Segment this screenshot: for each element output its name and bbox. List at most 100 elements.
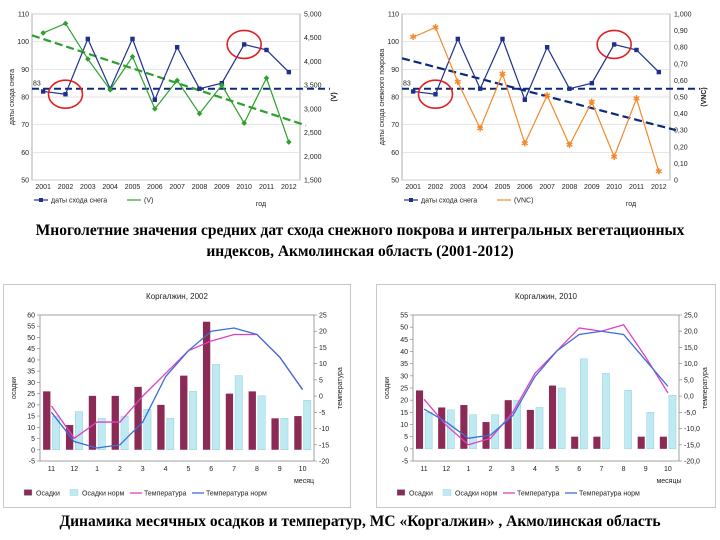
y2-tick-label: 15 (319, 345, 327, 352)
data-point (174, 45, 180, 50)
data-point: ✱ (454, 78, 462, 88)
data-point: ✱ (543, 91, 551, 101)
legend-swatch (396, 489, 406, 496)
x-tick-label: 4 (533, 466, 537, 473)
precip-temp-2002-chart: Коргалжин, 2002-505101520253035404550556… (11, 292, 344, 498)
y2-tick-label: 0,60 (674, 78, 688, 85)
data-point (544, 45, 550, 50)
x-tick-label: 2 (489, 466, 493, 473)
data-point (62, 20, 69, 27)
x-tick-label: 2012 (651, 184, 667, 191)
highlight-circle (226, 29, 262, 60)
y-tick-label: -5 (29, 459, 35, 466)
data-point (264, 47, 269, 53)
data-point (152, 106, 158, 112)
x-axis-title: год (626, 201, 636, 208)
precip-bar (548, 385, 557, 449)
y-tick-label: 100 (17, 39, 29, 46)
y-tick-label: 60 (21, 150, 29, 157)
y-tick-label: 0 (31, 447, 35, 454)
series-line (42, 22, 290, 143)
x-tick-label: 2006 (147, 184, 163, 191)
snow-evi-chart-panel: 50 60 70 80 90 100 110 1,500 2,000 2,500 3,000 3,50… (0, 0, 350, 214)
precip-bar (134, 386, 142, 450)
y-axis-title: осадки (384, 377, 391, 399)
data-point (85, 36, 91, 42)
legend-label: Температура (517, 491, 560, 498)
y2-tick-label: -5,0 (684, 410, 696, 417)
series-line (413, 37, 660, 102)
precip-norm-bar (303, 400, 312, 451)
precip-bar (180, 375, 188, 450)
trend-line (31, 34, 307, 127)
y-axis-title: даты схода снега (9, 69, 16, 125)
x-axis-title: год (256, 201, 266, 208)
data-point (219, 82, 225, 88)
precip-bar (88, 395, 97, 450)
precip-norm-bar (424, 412, 433, 450)
data-point (567, 86, 572, 91)
precip-norm-bar (234, 375, 243, 451)
highlight-circle (47, 79, 84, 110)
legend-label: даты схода снега (421, 198, 477, 205)
data-point: ✱ (610, 153, 618, 163)
x-tick-label: 3 (141, 466, 145, 473)
y2-tick-label: 20 (319, 329, 327, 336)
x-tick-label: 2001 (405, 184, 421, 191)
data-point (107, 87, 113, 93)
data-point (455, 36, 461, 42)
y2-tick-label: 10,0 (684, 361, 698, 368)
precip-bar (415, 390, 424, 449)
legend-label: Температура норм (579, 491, 640, 498)
legend-label: (V) (144, 198, 153, 205)
precip-bar (225, 393, 234, 450)
y2-tick-label: 0,20 (674, 144, 688, 151)
precip-bar (460, 405, 468, 449)
data-point (611, 42, 617, 47)
y-tick-label: 60 (27, 313, 35, 320)
data-point (589, 80, 595, 86)
data-point (241, 42, 247, 47)
data-point (63, 92, 68, 97)
x-tick-label: 10 (299, 466, 307, 473)
precip-norm-bar (469, 414, 477, 450)
precip-norm-bar (52, 415, 60, 451)
y-tick-label: 35 (400, 361, 408, 368)
x-tick-label: 2010 (236, 184, 252, 191)
y-tick-label: 55 (27, 324, 35, 331)
x-tick-label: 5 (555, 466, 559, 473)
y-tick-label: 10 (27, 425, 35, 432)
y2-axis-title: (V) (331, 92, 338, 101)
y2-axis-title: температура (702, 367, 709, 409)
data-point (40, 89, 46, 94)
y-tick-label: 25 (400, 386, 408, 393)
highlight-circle (596, 29, 632, 60)
precip-norm-bar (535, 407, 544, 450)
y-tick-label: 90 (21, 67, 29, 74)
x-tick-label: 2005 (125, 184, 141, 191)
y-tick-label: 35 (27, 369, 35, 376)
data-point: ✱ (521, 139, 529, 149)
precip-norm-bar (75, 411, 83, 451)
x-axis-title: месяц (294, 478, 314, 485)
data-point (152, 97, 158, 102)
y2-tick-label: -10,0 (684, 426, 700, 433)
y-tick-label: 20 (27, 402, 35, 409)
precip-temp-2002-panel: Коргалжин, 2002 -5 0 5 10 15 20 25 30 35 40 45 50 55 6… (3, 284, 351, 508)
precip-bar (659, 436, 667, 449)
y-tick-label: 30 (27, 380, 35, 387)
y-tick-label: 55 (400, 313, 408, 320)
x-tick-label: 5 (186, 466, 190, 473)
precip-bar (65, 425, 74, 450)
data-point (197, 86, 202, 91)
data-point (500, 36, 505, 42)
plot-area (412, 314, 680, 462)
precip-bar (157, 404, 165, 450)
y-tick-label: 70 (21, 122, 29, 129)
y2-tick-label: 5 (319, 377, 323, 384)
legend-swatch (442, 489, 452, 496)
y2-tick-label: 3,000 (304, 106, 322, 113)
data-point (286, 139, 292, 145)
chart-title: Коргалжин, 2002 (146, 292, 208, 301)
legend-marker (409, 198, 413, 202)
